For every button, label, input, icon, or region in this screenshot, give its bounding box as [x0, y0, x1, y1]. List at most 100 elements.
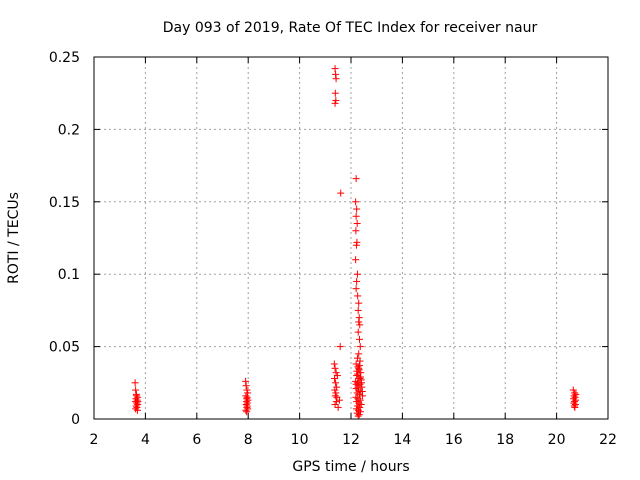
data-point [332, 75, 340, 83]
data-point [354, 370, 362, 378]
data-point [571, 393, 579, 401]
data-point [331, 65, 339, 73]
data-point [358, 387, 366, 395]
x-tick-label: 22 [599, 432, 617, 448]
data-point [243, 408, 251, 416]
data-point [243, 386, 251, 394]
data-point [356, 343, 364, 351]
data-point [133, 396, 141, 404]
data-point [352, 380, 360, 388]
data-point [353, 220, 361, 228]
data-point [332, 70, 340, 78]
data-point [355, 314, 363, 322]
data-point [354, 306, 362, 314]
x-tick-label: 14 [393, 432, 411, 448]
data-point [333, 383, 341, 391]
data-point [353, 238, 361, 246]
data-point [352, 227, 360, 235]
data-point [569, 386, 577, 394]
data-point [242, 382, 250, 390]
data-point [352, 198, 360, 206]
x-tick-label: 16 [445, 432, 463, 448]
y-axis-label: ROTI / TECUs [6, 192, 22, 284]
data-point [353, 367, 361, 375]
data-point [332, 398, 340, 406]
y-tick-label: 0.1 [58, 267, 80, 283]
x-tick-label: 12 [342, 432, 360, 448]
x-tick-label: 18 [496, 432, 514, 448]
data-point [353, 270, 361, 278]
x-tick-label: 2 [90, 432, 99, 448]
data-point [352, 212, 360, 220]
x-tick-label: 10 [291, 432, 309, 448]
data-point [355, 411, 363, 419]
data-points [131, 65, 580, 420]
grid-lines [94, 57, 608, 419]
data-point [352, 377, 360, 385]
data-point [331, 386, 339, 394]
data-point [358, 379, 366, 387]
data-point [132, 402, 140, 410]
data-point [357, 408, 365, 416]
data-point [334, 403, 342, 411]
data-point [356, 357, 364, 365]
x-tick-label: 6 [192, 432, 201, 448]
data-point [337, 189, 345, 197]
data-point [571, 401, 579, 409]
data-point [352, 285, 360, 293]
data-point [332, 96, 340, 104]
data-point [131, 379, 139, 387]
data-point [352, 360, 360, 368]
data-point [353, 277, 361, 285]
data-point [354, 328, 362, 336]
data-point [132, 405, 140, 413]
data-point [133, 406, 141, 414]
data-point [354, 292, 362, 300]
data-point [356, 374, 364, 382]
chart-title: Day 093 of 2019, Rate Of TEC Index for r… [163, 20, 538, 36]
data-point [331, 89, 339, 97]
data-point [354, 363, 362, 371]
plot-frame [93, 56, 609, 420]
data-point [355, 350, 363, 358]
data-point [355, 335, 363, 343]
data-point [352, 175, 360, 183]
data-point [357, 401, 365, 409]
data-point [132, 386, 140, 394]
data-point [133, 403, 141, 411]
x-tick-label: 8 [244, 432, 253, 448]
data-point [242, 392, 250, 400]
data-point [570, 402, 578, 410]
data-point [244, 389, 252, 397]
data-point [355, 364, 363, 372]
data-point [332, 379, 340, 387]
data-point [332, 369, 340, 377]
y-tick-label: 0.05 [49, 340, 80, 356]
data-point [331, 364, 339, 372]
data-point [335, 396, 343, 404]
data-point [355, 318, 363, 326]
data-point [242, 406, 250, 414]
data-point [134, 398, 142, 406]
data-point [570, 399, 578, 407]
y-tick-label: 0.15 [49, 195, 80, 211]
data-point [356, 321, 364, 329]
data-point [244, 396, 252, 404]
y-tick-label: 0.2 [58, 122, 80, 138]
data-point [571, 389, 579, 397]
data-point [352, 241, 360, 249]
data-point [356, 396, 364, 404]
data-point [352, 256, 360, 264]
data-point [355, 299, 363, 307]
data-point [330, 360, 338, 368]
y-tick-label: 0 [71, 412, 80, 428]
data-point [355, 361, 363, 369]
axes: 2 4 6 8 10 12 14 16 18 20 22 0 0.05 0.1 0.15 0.2 0.25 [49, 50, 617, 448]
data-point [570, 392, 578, 400]
data-point [353, 205, 361, 213]
data-point [331, 392, 339, 400]
x-tick-label: 20 [548, 432, 566, 448]
data-point [331, 99, 339, 107]
data-point [331, 401, 339, 409]
data-point [132, 392, 140, 400]
